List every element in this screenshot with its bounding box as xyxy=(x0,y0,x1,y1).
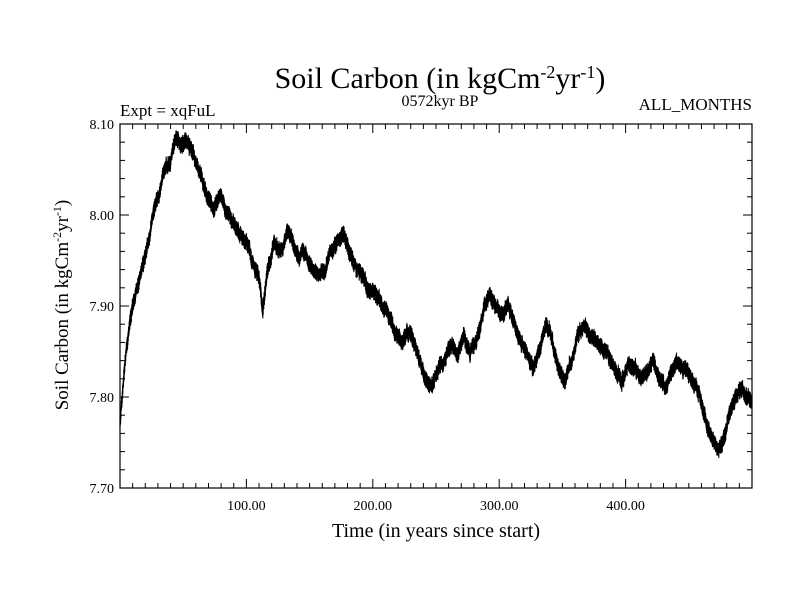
chart-title-main: Soil Carbon (in kgCm xyxy=(275,62,541,95)
y-axis-label-sup1: -2 xyxy=(50,232,64,242)
y-tick-label: 7.80 xyxy=(90,391,115,406)
x-tick-label: 400.00 xyxy=(606,499,645,514)
chart-title-end: ) xyxy=(595,62,605,95)
y-tick-label: 8.10 xyxy=(90,118,115,133)
y-axis-label-mid: yr xyxy=(52,215,73,232)
subtitle-months: ALL_MONTHS xyxy=(639,95,752,114)
subtitle-experiment: Expt = xqFuL xyxy=(120,101,216,120)
y-axis-label-sup2: -1 xyxy=(50,206,64,216)
tick-layer: 100.00 200.00 300.00 400.00 7.70 7.80 7.90 8.00… xyxy=(90,118,752,514)
x-tick-label: 100.00 xyxy=(227,499,266,514)
series-layer xyxy=(119,130,753,459)
chart-title-sup1: -2 xyxy=(540,62,555,82)
x-tick-label: 200.00 xyxy=(354,499,393,514)
y-tick-label: 7.90 xyxy=(90,300,115,315)
y-axis-label-end: ) xyxy=(52,200,73,206)
subtitle-period: 0572kyr BP xyxy=(402,93,479,110)
y-tick-label: 7.70 xyxy=(90,482,115,497)
plot-frame xyxy=(119,123,753,489)
chart-title: Soil Carbon (in kgCm-2yr-1) xyxy=(275,62,606,95)
chart-title-mid: yr xyxy=(555,62,580,95)
x-axis-label: Time (in years since start) xyxy=(332,520,540,542)
y-tick-label: 8.00 xyxy=(90,209,115,224)
chart-title-sup2: -1 xyxy=(580,62,595,82)
y-axis-label-main: Soil Carbon (in kgCm xyxy=(52,242,73,411)
y-axis-label: Soil Carbon (in kgCm-2yr-1) xyxy=(50,200,73,411)
x-tick-label: 300.00 xyxy=(480,499,519,514)
series-line-soil-carbon xyxy=(119,130,753,459)
